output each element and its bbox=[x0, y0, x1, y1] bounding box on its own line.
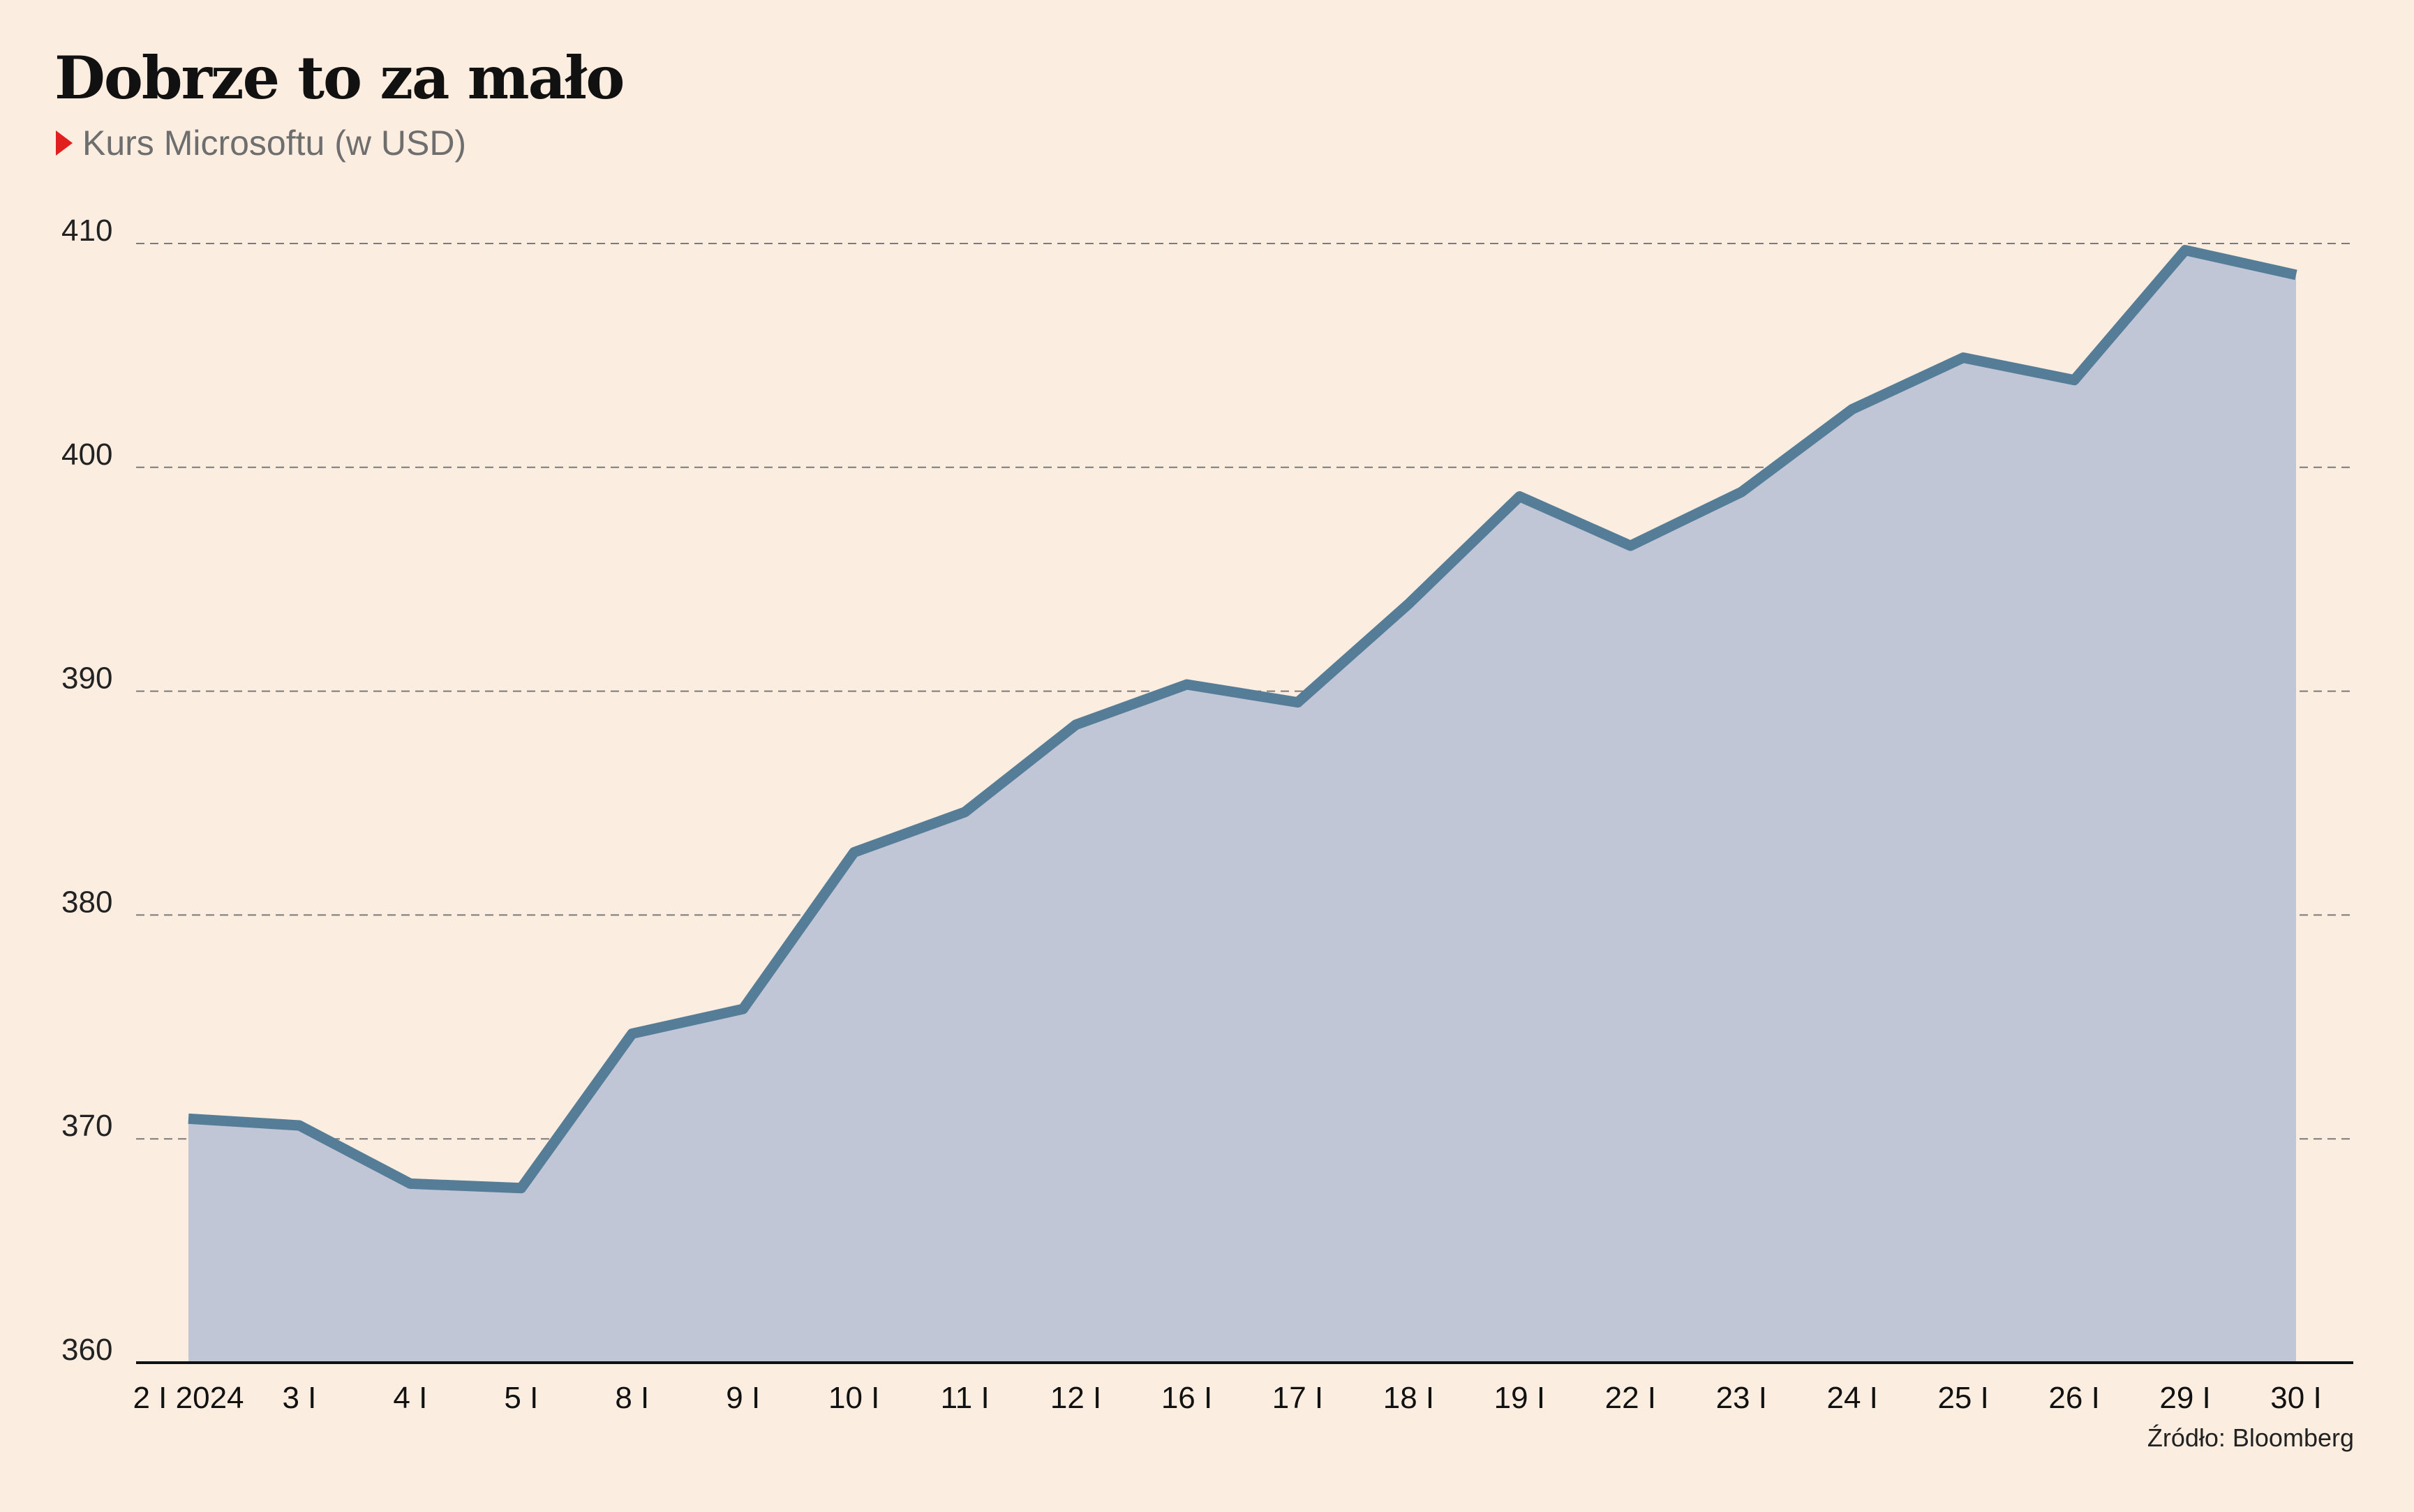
x-tick-labels: 2 I 2024 3 I 4 I 5 I 8 I 9 I 10 I 11 I 12 I 16 I 1… bbox=[133, 1381, 2321, 1415]
x-tick-label: 30 I bbox=[2270, 1381, 2321, 1415]
x-tick-label: 24 I bbox=[1827, 1381, 1878, 1415]
chart-title: Dobrze to za mało bbox=[54, 43, 625, 112]
y-tick-label: 400 bbox=[61, 437, 112, 472]
y-tick-label: 410 bbox=[61, 214, 112, 248]
x-tick-label: 26 I bbox=[2048, 1381, 2099, 1415]
y-tick-label: 390 bbox=[61, 661, 112, 696]
x-tick-label: 19 I bbox=[1494, 1381, 1545, 1415]
red-triangle-marker-icon bbox=[56, 130, 73, 156]
y-tick-label: 360 bbox=[61, 1333, 112, 1367]
x-tick-label: 25 I bbox=[1937, 1381, 1988, 1415]
source-note: Źródło: Bloomberg bbox=[2147, 1423, 2354, 1452]
area-layer bbox=[188, 245, 2297, 1363]
x-tick-label: 16 I bbox=[1161, 1381, 1212, 1415]
x-tick-label: 5 I bbox=[504, 1381, 538, 1415]
subtitle-text: Kurs Microsoftu (w USD) bbox=[82, 123, 467, 163]
x-tick-label: 3 I bbox=[282, 1381, 316, 1415]
y-tick-label: 380 bbox=[61, 885, 112, 919]
series-line bbox=[188, 245, 2297, 1194]
x-tick-label: 22 I bbox=[1605, 1381, 1656, 1415]
x-tick-label: 8 I bbox=[615, 1381, 649, 1415]
y-tick-labels: 360 370 380 390 400 410 bbox=[61, 214, 112, 1367]
y-tick-label: 370 bbox=[61, 1109, 112, 1143]
x-tick-label: 18 I bbox=[1383, 1381, 1434, 1415]
x-tick-label: 10 I bbox=[828, 1381, 879, 1415]
x-tick-label: 4 I bbox=[393, 1381, 427, 1415]
x-tick-label: 9 I bbox=[726, 1381, 760, 1415]
series-area bbox=[188, 250, 2296, 1363]
x-tick-label: 2 I 2024 bbox=[133, 1381, 244, 1415]
x-tick-label: 29 I bbox=[2159, 1381, 2210, 1415]
x-tick-label: 11 I bbox=[941, 1381, 990, 1415]
chart-subtitle: Kurs Microsoftu (w USD) bbox=[56, 126, 466, 160]
x-tick-label: 17 I bbox=[1272, 1381, 1323, 1415]
x-tick-label: 23 I bbox=[1716, 1381, 1767, 1415]
x-tick-label: 12 I bbox=[1050, 1381, 1101, 1415]
